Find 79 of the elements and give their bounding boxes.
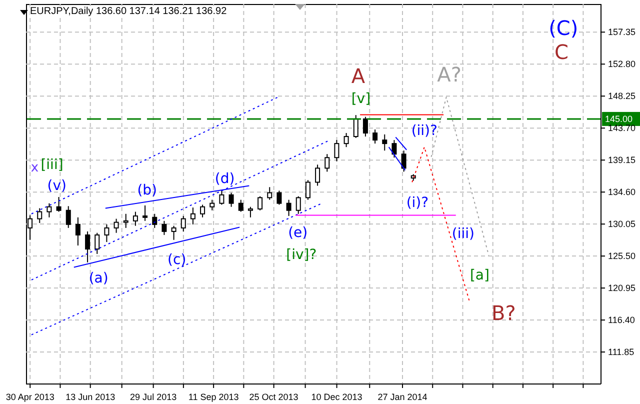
candlestick	[296, 196, 301, 214]
candlestick	[114, 218, 119, 234]
candlestick	[258, 196, 263, 211]
candlestick	[37, 208, 42, 224]
y-tick-label: 116.40	[608, 315, 635, 326]
candlestick	[75, 216, 80, 246]
candlestick	[152, 213, 158, 228]
candlestick	[401, 150, 406, 172]
annotation: A	[351, 64, 366, 88]
candlestick	[267, 186, 272, 200]
x-tick-label: 27 Jan 2014	[378, 392, 428, 402]
x-tick-label: 25 Oct 2013	[249, 392, 298, 402]
candlestick	[210, 199, 215, 211]
chart-title: EURJPY,Daily 136.60 137.14 136.21 136.92	[30, 6, 227, 17]
y-tick-label: 152.80	[608, 59, 636, 70]
candlestick	[171, 225, 176, 240]
annotation: (c)	[168, 252, 186, 268]
y-tick-label: 139.15	[608, 155, 636, 166]
candlestick	[344, 132, 349, 148]
annotation: (C)	[548, 16, 578, 40]
candlestick	[334, 140, 340, 162]
candlestick	[123, 213, 128, 228]
candlestick	[142, 204, 148, 222]
x-tick-label: 29 Jul 2013	[130, 392, 177, 402]
candlestick	[372, 128, 378, 144]
annotation: (v)	[47, 178, 66, 194]
annotation: (ii)?	[411, 123, 438, 140]
candlestick	[305, 180, 310, 200]
candlestick	[248, 206, 253, 218]
x-tick-label: 13 Jun 2013	[66, 392, 116, 402]
candlestick	[228, 192, 234, 208]
annotation: [iii]	[40, 157, 64, 174]
x-tick-label: 10 Dec 2013	[311, 392, 362, 402]
candlestick	[66, 206, 71, 228]
ref-line-label: 145.00	[605, 114, 633, 124]
candlestick	[392, 140, 397, 158]
candlestick	[362, 116, 368, 138]
candlestick	[104, 224, 110, 242]
annotation: (e)	[288, 225, 308, 242]
y-tick-label: 143.70	[608, 123, 636, 134]
candlestick	[56, 196, 62, 212]
candlestick	[315, 164, 320, 186]
candlestick	[46, 202, 52, 218]
candlestick	[180, 215, 186, 232]
annotation: (d)	[214, 170, 235, 187]
y-tick-label: 120.95	[608, 283, 636, 294]
annotation: (b)	[137, 182, 158, 198]
y-tick-label: 111.85	[608, 347, 634, 358]
candlestick	[200, 204, 206, 218]
annotation: (i)?	[406, 194, 429, 211]
y-tick-label: 130.05	[608, 219, 636, 230]
y-tick-label: 157.35	[608, 27, 636, 38]
candlestick	[276, 190, 282, 206]
candlestick	[353, 114, 358, 138]
candlestick	[85, 230, 90, 263]
candlestick	[286, 199, 292, 216]
y-tick-label: 125.50	[608, 251, 636, 262]
x-tick-label: 11 Sep 2013	[188, 392, 239, 402]
annotation: [v]	[351, 91, 371, 108]
annotation: x	[30, 160, 39, 176]
candlestick	[324, 154, 330, 172]
annotation: C	[554, 40, 568, 64]
annotation: [iv]?	[286, 247, 317, 264]
annotation: A?	[437, 62, 462, 86]
candlestick	[382, 134, 388, 152]
candlestick	[28, 214, 33, 240]
y-tick-label: 134.60	[608, 187, 636, 198]
annotation: (iii)	[452, 226, 474, 242]
x-tick-label: 30 Apr 2013	[6, 392, 54, 402]
annotation: (a)	[88, 270, 108, 286]
candlestick	[190, 207, 196, 225]
candlestick	[162, 220, 167, 236]
y-tick-label: 148.25	[608, 91, 636, 102]
candlestick	[219, 189, 224, 206]
candlestick	[238, 199, 244, 212]
annotation: B?	[491, 301, 516, 326]
annotation: [a]	[470, 267, 490, 284]
candlestick	[132, 211, 138, 226]
candlestick	[94, 232, 100, 254]
